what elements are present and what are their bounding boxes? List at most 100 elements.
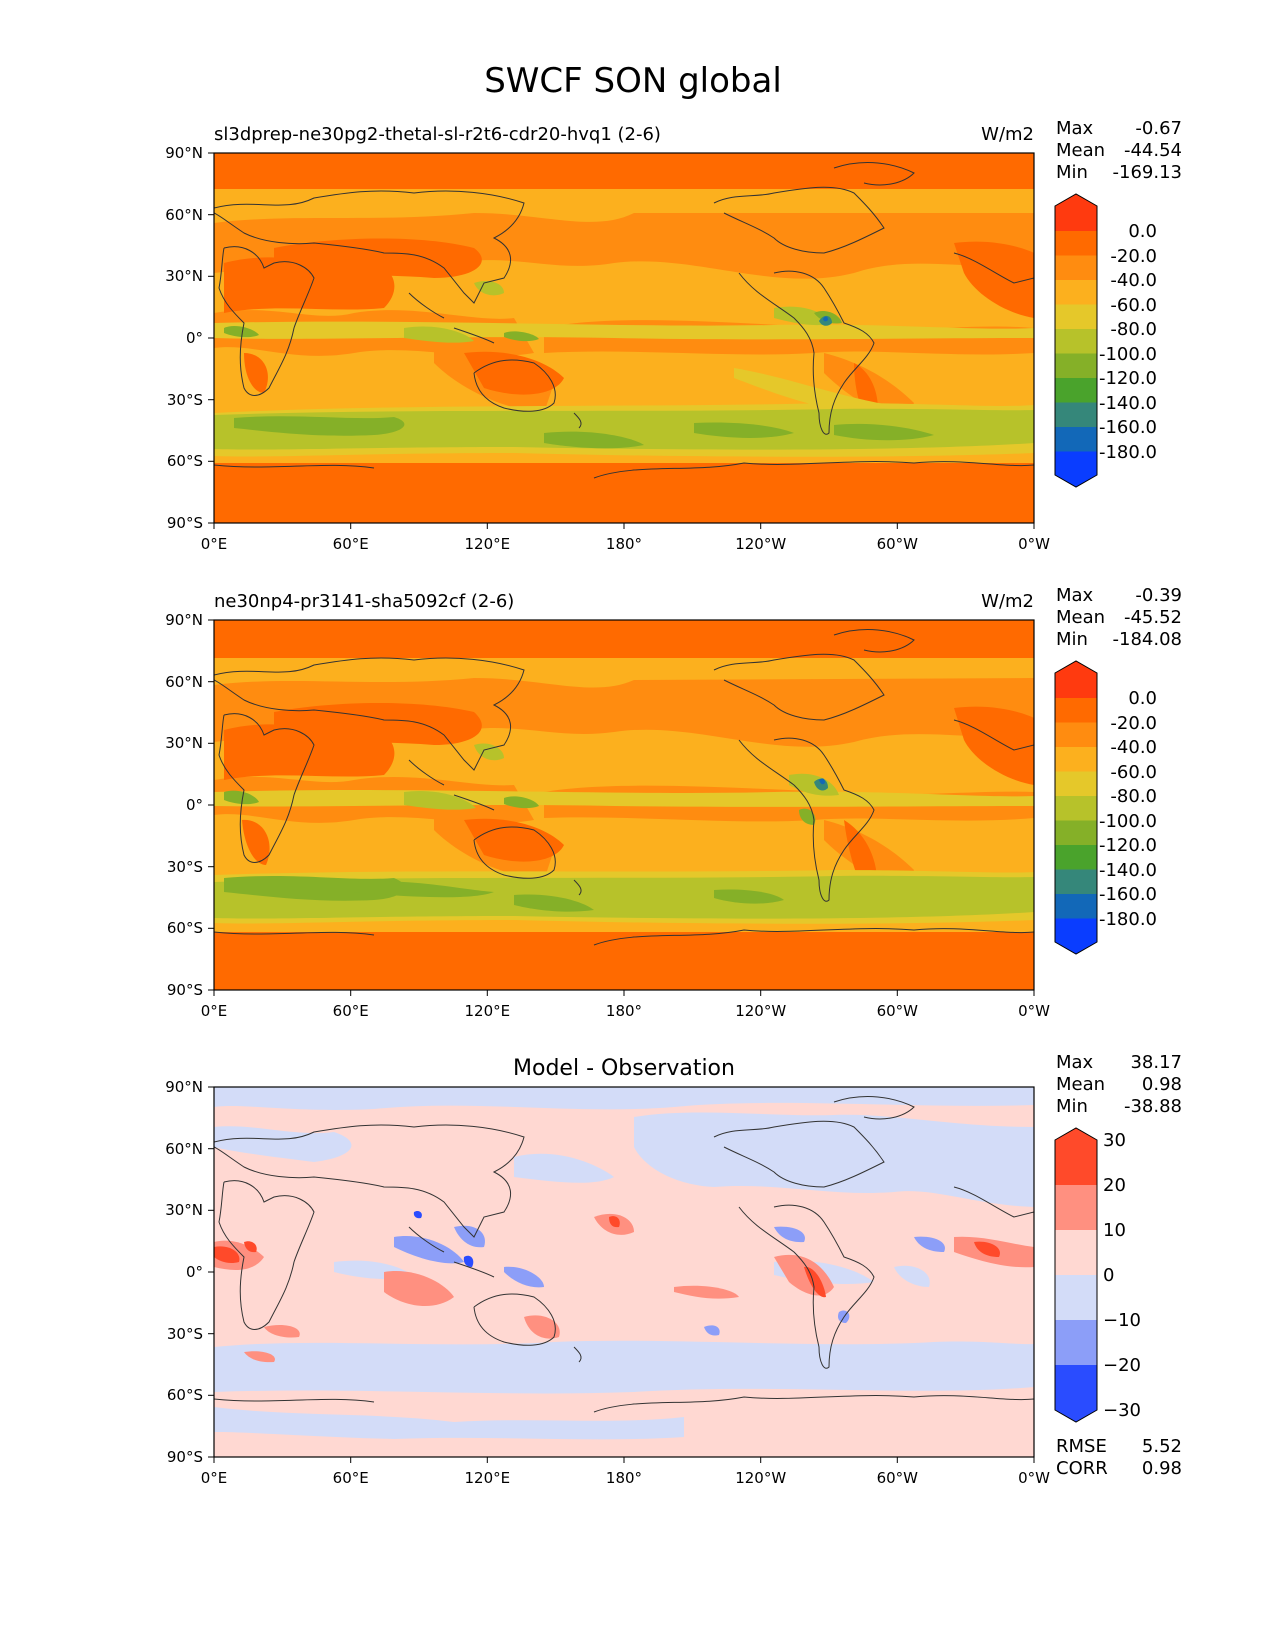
lon-label: 60°E — [333, 1469, 369, 1487]
lat-label: 30°S — [167, 858, 203, 876]
lat-label: 30°S — [167, 391, 203, 409]
lat-label: 60°S — [167, 919, 203, 937]
lon-label: 180° — [606, 535, 642, 553]
panel-2-map — [214, 620, 1034, 990]
panel-2: ne30np4-pr3141-sha5092cf (2-6) W/m2 — [165, 585, 1182, 1020]
panel-1-stats: Max -0.67 Mean -44.54 Min -169.13 — [1056, 118, 1182, 183]
lon-label: 180° — [606, 1469, 642, 1487]
lat-label: 90°N — [165, 144, 203, 162]
colorbar-label: -140.0 — [1099, 860, 1157, 881]
corr-label: CORR — [1056, 1458, 1108, 1479]
lat-label: 90°S — [167, 981, 203, 999]
stat-mean-label: Mean — [1056, 140, 1105, 161]
colorbar-segment — [1055, 747, 1097, 772]
panel-3-lat-axis — [208, 1086, 214, 1458]
lat-label: 90°S — [167, 514, 203, 532]
panel-1-lon-axis — [213, 523, 1035, 529]
colorbar-label: 0 — [1103, 1265, 1114, 1286]
figure-title: SWCF SON global — [484, 61, 782, 101]
panel-1-lat-axis — [208, 152, 214, 524]
colorbar-segment — [1055, 918, 1097, 954]
panel-3-title: Model - Observation — [513, 1056, 735, 1081]
colorbar-label: 0.0 — [1128, 221, 1157, 242]
lat-label: 90°N — [165, 611, 203, 629]
lat-label: 0° — [186, 329, 203, 347]
lat-label: 90°N — [165, 1078, 203, 1096]
colorbar-label: -100.0 — [1099, 344, 1157, 365]
colorbar-segment — [1055, 280, 1097, 305]
stat-min-value: -38.88 — [1124, 1096, 1182, 1117]
colorbar-segment — [1055, 427, 1097, 452]
stat-mean-value: -44.54 — [1124, 140, 1182, 161]
colorbar-segment — [1055, 451, 1097, 487]
colorbar-segment — [1055, 1275, 1097, 1320]
stat-min-label: Min — [1056, 629, 1088, 650]
lat-label: 60°S — [167, 1386, 203, 1404]
panel-1-map — [214, 153, 1034, 523]
colorbar-segment — [1055, 378, 1097, 403]
lon-label: 60°W — [877, 535, 919, 553]
rmse-value: 5.52 — [1142, 1436, 1182, 1457]
stat-min-value: -169.13 — [1113, 162, 1182, 183]
corr-value: 0.98 — [1142, 1458, 1182, 1479]
stat-max-label: Max — [1056, 1052, 1094, 1073]
colorbar-label: -160.0 — [1099, 884, 1157, 905]
colorbar-label: -100.0 — [1099, 811, 1157, 832]
lon-label: 120°E — [464, 1002, 510, 1020]
lon-label: 120°W — [735, 1469, 786, 1487]
colorbar-label: -60.0 — [1110, 762, 1157, 783]
panel-3-lon-axis — [213, 1457, 1035, 1463]
colorbar-segment — [1055, 1230, 1097, 1275]
panel-1-units: W/m2 — [981, 124, 1034, 145]
colorbar-segment — [1055, 722, 1097, 747]
stat-mean-label: Mean — [1056, 1074, 1105, 1095]
colorbar-segment — [1055, 231, 1097, 256]
colorbar-label: 0.0 — [1128, 688, 1157, 709]
lon-label: 60°W — [877, 1469, 919, 1487]
colorbar-label: 20 — [1103, 1175, 1126, 1196]
lat-label: 60°N — [165, 673, 203, 691]
panel-2-lon-axis — [213, 990, 1035, 996]
colorbar-label: 30 — [1103, 1130, 1126, 1151]
lon-label: 0°E — [201, 535, 228, 553]
colorbar-segment — [1055, 894, 1097, 919]
lon-label: 120°E — [464, 535, 510, 553]
panel-1: sl3dprep-ne30pg2-thetal-sl-r2t6-cdr20-hv… — [165, 118, 1182, 553]
panel-3: Model - Observation — [165, 1052, 1182, 1487]
colorbar-label: -80.0 — [1110, 786, 1157, 807]
colorbar-segment — [1055, 304, 1097, 329]
stat-max-label: Max — [1056, 585, 1094, 606]
colorbar-label: -180.0 — [1099, 442, 1157, 463]
rmse-label: RMSE — [1056, 1436, 1107, 1457]
lat-label: 30°N — [165, 734, 203, 752]
stat-min-label: Min — [1056, 162, 1088, 183]
colorbar-label: -120.0 — [1099, 368, 1157, 389]
stat-mean-value: 0.98 — [1142, 1074, 1182, 1095]
lon-label: 0°W — [1018, 535, 1050, 553]
panel-1-colorbar-labels: 0.0 -20.0 -40.0 -60.0 -80.0 -100.0 -120.… — [1099, 221, 1157, 463]
colorbar-segment — [1055, 661, 1097, 698]
colorbar-label: -140.0 — [1099, 393, 1157, 414]
panel-1-lat-labels: 90°N 60°N 30°N 0° 30°S 60°S 90°S — [165, 144, 203, 532]
lat-label: 60°S — [167, 452, 203, 470]
colorbar-segment — [1055, 1185, 1097, 1230]
colorbar-label: −30 — [1103, 1400, 1141, 1421]
colorbar-segment — [1055, 1128, 1097, 1185]
lat-label: 30°N — [165, 267, 203, 285]
lon-label: 120°E — [464, 1469, 510, 1487]
colorbar-label: 10 — [1103, 1220, 1126, 1241]
colorbar-label: -40.0 — [1110, 737, 1157, 758]
colorbar-segment — [1055, 869, 1097, 894]
panel-2-lat-axis — [208, 619, 214, 991]
colorbar-segment — [1055, 820, 1097, 845]
stat-max-label: Max — [1056, 118, 1094, 139]
panel-1-colorbar — [1054, 193, 1098, 488]
lat-label: 30°S — [167, 1325, 203, 1343]
colorbar-segment — [1055, 402, 1097, 427]
colorbar-segment — [1055, 329, 1097, 354]
colorbar-segment — [1055, 255, 1097, 280]
panel-3-metrics: RMSE 5.52 CORR 0.98 — [1056, 1436, 1182, 1479]
stat-min-value: -184.08 — [1113, 629, 1182, 650]
colorbar-segment — [1055, 1365, 1097, 1422]
colorbar-segment — [1055, 353, 1097, 378]
